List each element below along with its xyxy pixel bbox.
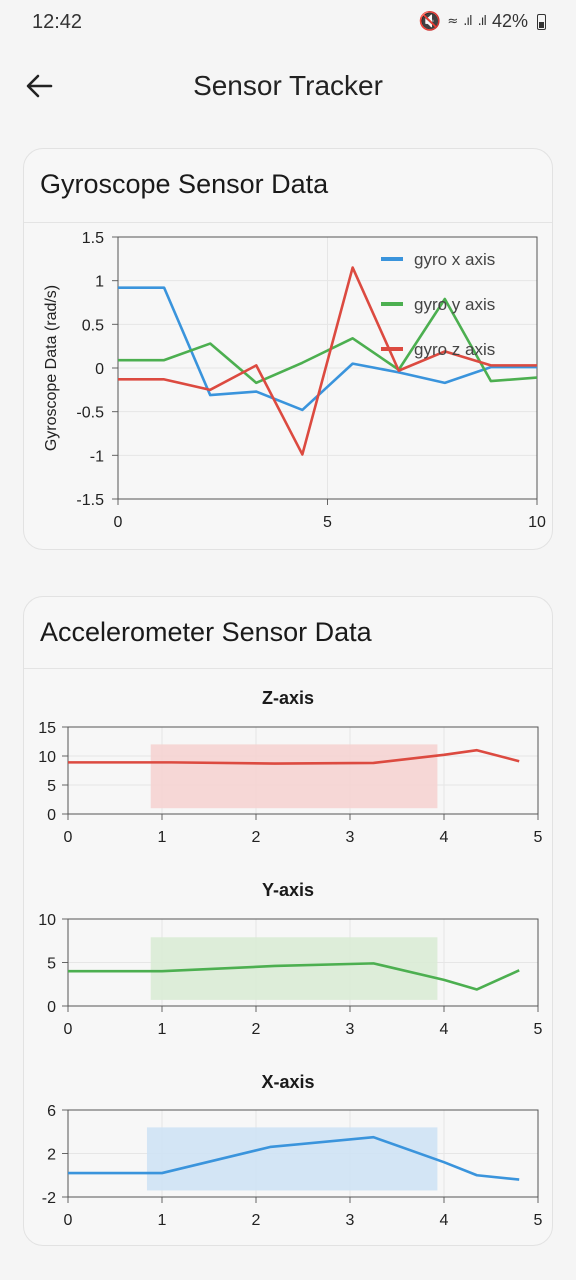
card-divider — [24, 222, 552, 223]
plot-frame — [67, 726, 539, 815]
x-tick-label: 5 — [534, 1021, 543, 1038]
series-line-1 — [118, 286, 537, 412]
x-tick-label: 4 — [440, 1021, 449, 1038]
wifi-icon: ≈ — [447, 14, 458, 29]
x-tick-label: 10 — [528, 514, 546, 531]
x-tick-label: 3 — [346, 1021, 355, 1038]
status-time: 12:42 — [32, 11, 83, 33]
plot-frame — [67, 918, 539, 1007]
legend-label: gyro z axis — [414, 340, 495, 359]
x-tick-label: 1 — [158, 1021, 167, 1038]
series-line — [68, 962, 520, 991]
gyro-card: Gyroscope Sensor Data — [23, 148, 553, 550]
x-tick-label: 3 — [346, 829, 355, 846]
legend-label: gyro x axis — [414, 250, 495, 269]
legend-label: gyro y axis — [414, 295, 495, 314]
y-tick-label: 15 — [38, 720, 56, 737]
y-tick-label: 0 — [95, 361, 104, 378]
gyro-chart: 1.5 1 0.5 0 -0.5 -1 -1.5 0 5 10 Gyroscope Data (ra… — [43, 230, 546, 531]
app-bar: Sensor Tracker — [0, 58, 576, 114]
x-tick-label: 3 — [346, 1212, 355, 1229]
x-tick-label: 5 — [534, 829, 543, 846]
plot-frame — [67, 1109, 539, 1198]
y-tick-label: 1 — [95, 274, 104, 291]
x-tick-label: 0 — [64, 829, 73, 846]
series-line — [68, 1135, 520, 1181]
x-tick-label: 5 — [323, 514, 332, 531]
x-tick-label: 1 — [158, 829, 167, 846]
card-divider — [24, 668, 552, 669]
chart-title: X-axis — [261, 1072, 314, 1092]
y-tick-label: 10 — [38, 749, 56, 766]
series-line — [68, 748, 520, 765]
battery-icon — [537, 13, 546, 30]
x-tick-label: 1 — [158, 1212, 167, 1229]
x-tick-label: 2 — [252, 829, 261, 846]
x-tick-label: 4 — [440, 1212, 449, 1229]
chart-title: Z-axis — [262, 688, 314, 708]
page-title: Sensor Tracker — [193, 70, 383, 101]
y-axis-label: Gyroscope Data (rad/s) — [43, 285, 60, 451]
accel-card-title: Accelerometer Sensor Data — [40, 617, 372, 647]
y-tick-label: 0 — [47, 807, 56, 824]
arrow-left-icon — [26, 74, 53, 98]
x-tick-label: 5 — [534, 1212, 543, 1229]
status-bar: 12:42 🔇 ≈ .ıl .ıl 42% — [0, 0, 576, 48]
signal-icon: .ıl — [463, 14, 472, 29]
y-tick-label: -0.5 — [76, 405, 104, 422]
x-tick-label: 4 — [440, 829, 449, 846]
range-band — [146, 1127, 438, 1191]
battery-percent: 42% — [491, 11, 528, 31]
y-tick-label: 0.5 — [82, 317, 104, 334]
series-line-2 — [118, 297, 538, 385]
range-band — [150, 744, 438, 809]
y-tick-label: 6 — [47, 1103, 56, 1120]
y-tick-label: 10 — [38, 912, 56, 929]
y-tick-label: -1 — [90, 448, 104, 465]
series-line-3 — [118, 266, 537, 456]
x-tick-label: 2 — [252, 1212, 261, 1229]
y-tick-label: 1.5 — [82, 230, 104, 247]
y-tick-label: 5 — [47, 778, 56, 795]
x-tick-label: 0 — [114, 514, 123, 531]
y-tick-label: -2 — [42, 1190, 56, 1207]
x-tick-label: 0 — [64, 1021, 73, 1038]
x-tick-label: 2 — [252, 1021, 261, 1038]
y-tick-label: 2 — [47, 1147, 56, 1164]
y-tick-label: -1.5 — [76, 492, 104, 509]
x-tick-label: 0 — [64, 1212, 73, 1229]
mute-icon: 🔇 — [418, 11, 442, 31]
gyro-card-title: Gyroscope Sensor Data — [40, 169, 329, 199]
y-tick-label: 5 — [47, 956, 56, 973]
status-icons: 🔇 ≈ .ıl .ıl 42% — [419, 11, 546, 32]
signal-icon-2: .ıl — [477, 14, 487, 29]
back-button[interactable] — [20, 68, 60, 104]
y-tick-label: 0 — [47, 999, 56, 1016]
chart-title: Y-axis — [262, 880, 314, 900]
